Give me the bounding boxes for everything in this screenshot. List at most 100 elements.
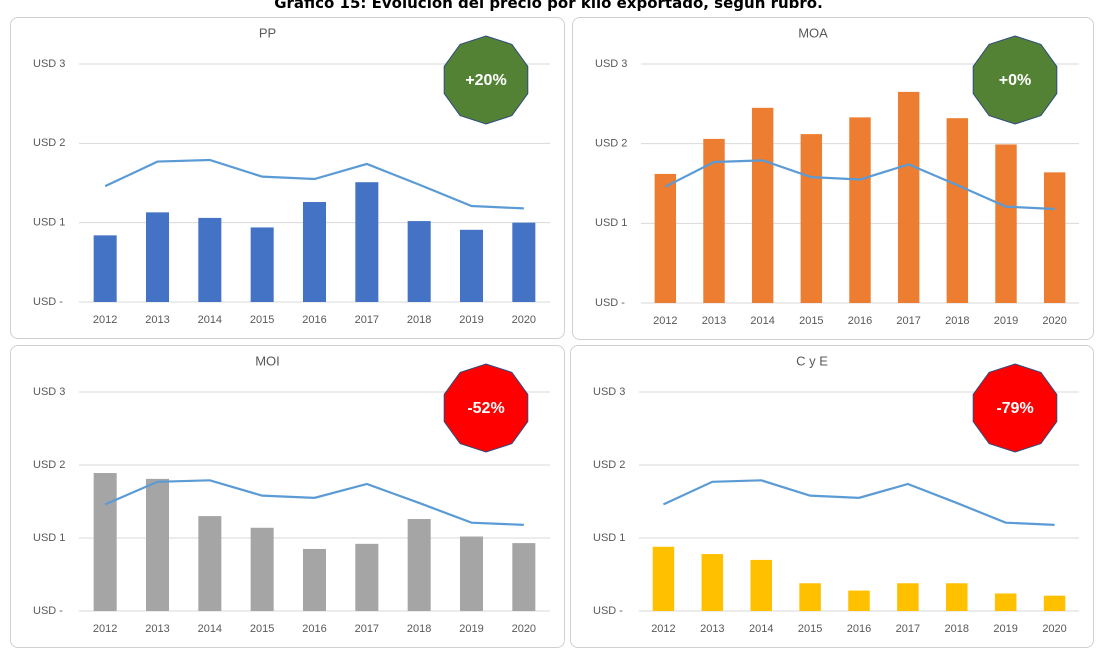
bar [946, 583, 968, 611]
x-tick-label: 2016 [302, 314, 326, 326]
x-tick-label: 2020 [1042, 623, 1066, 635]
bar [849, 117, 871, 303]
bar [459, 229, 484, 302]
bar [1043, 595, 1066, 611]
x-tick-label: 2013 [700, 623, 724, 635]
x-tick-label: 2015 [250, 623, 274, 635]
y-tick-label: USD 1 [33, 532, 65, 544]
y-tick-label: USD - [595, 297, 625, 309]
page-title: Gráfico 15: Evolución del precio por kil… [274, 0, 823, 12]
x-tick-label: 2019 [459, 314, 483, 326]
bar [93, 235, 117, 302]
x-tick-label: 2013 [702, 315, 726, 327]
bar [652, 546, 675, 611]
badge-text: +0% [999, 72, 1031, 89]
bar [407, 519, 431, 611]
line [662, 479, 1055, 526]
x-tick-label: 2016 [847, 623, 871, 635]
chart: C y E USD - USD 1 USD 2 USD 3 2012 2013 2014 201… [593, 353, 1079, 635]
bar [198, 217, 222, 302]
y-tick-label: USD 2 [33, 137, 65, 149]
bar [994, 593, 1017, 611]
x-tick-label: 2012 [653, 315, 677, 327]
chart-title: MOA [798, 25, 828, 40]
bar [995, 144, 1017, 303]
chart: MOI USD - USD 1 USD 2 USD 3 2012 2013 2014 2015 2… [33, 353, 550, 635]
bar [459, 536, 484, 611]
x-tick-label: 2014 [750, 315, 774, 327]
x-tick-label: 2017 [355, 314, 379, 326]
chart: MOA USD - USD 1 USD 2 USD 3 2012 2013 2014 2015 2… [595, 25, 1079, 327]
chart-panel: PP USD - USD 1 USD 2 USD 3 2012 2013 2014 2015 20… [10, 17, 565, 339]
bar [302, 202, 327, 302]
chart-title: C y E [796, 353, 828, 368]
x-tick-label: 2018 [945, 623, 969, 635]
x-tick-label: 2014 [749, 623, 773, 635]
bar [1043, 172, 1066, 303]
chart-panel: MOA USD - USD 1 USD 2 USD 3 2012 2013 2014 2015 2… [572, 17, 1094, 340]
x-tick-label: 2020 [512, 623, 536, 635]
x-tick-label: 2020 [512, 314, 536, 326]
x-tick-label: 2018 [407, 314, 431, 326]
y-tick-label: USD 1 [595, 217, 627, 229]
bar [750, 559, 772, 611]
line [104, 158, 524, 210]
x-tick-label: 2013 [145, 314, 169, 326]
bar [512, 543, 536, 611]
bar [897, 583, 919, 611]
x-tick-label: 2018 [407, 623, 431, 635]
bar [703, 138, 725, 303]
bar [751, 107, 774, 303]
bar [302, 548, 327, 611]
x-tick-label: 2017 [896, 315, 920, 327]
bar [800, 134, 823, 303]
y-tick-label: USD - [33, 605, 63, 617]
bar [946, 118, 969, 303]
x-tick-label: 2012 [651, 623, 675, 635]
x-tick-label: 2016 [302, 623, 326, 635]
x-tick-label: 2018 [945, 315, 969, 327]
y-tick-label: USD 2 [33, 459, 65, 471]
line [104, 479, 524, 526]
bar [198, 516, 222, 611]
bar [250, 227, 274, 302]
bar [145, 478, 170, 611]
x-tick-label: 2019 [994, 315, 1018, 327]
badge-text: +20% [465, 72, 506, 89]
bar [145, 212, 170, 302]
chart-title: MOI [255, 353, 280, 368]
chart-panel: MOI USD - USD 1 USD 2 USD 3 2012 2013 2014 2015 2… [10, 345, 565, 648]
x-tick-label: 2015 [798, 623, 822, 635]
chart-panel: C y E USD - USD 1 USD 2 USD 3 2012 2013 2014 201… [570, 345, 1094, 648]
bar [250, 527, 274, 611]
chart-title: PP [259, 25, 276, 40]
x-tick-label: 2012 [93, 314, 117, 326]
x-tick-label: 2019 [993, 623, 1017, 635]
bar [701, 554, 724, 611]
bar [93, 473, 117, 611]
bar [355, 182, 379, 302]
x-tick-label: 2019 [459, 623, 483, 635]
y-tick-label: USD 2 [595, 138, 627, 150]
y-tick-label: USD 3 [595, 58, 627, 70]
x-tick-label: 2015 [250, 314, 274, 326]
y-tick-label: USD 3 [33, 386, 65, 398]
y-tick-label: USD - [33, 296, 63, 308]
bar [799, 583, 821, 611]
y-tick-label: USD 1 [593, 532, 625, 544]
badge-text: -79% [996, 400, 1033, 417]
badge [972, 363, 1058, 453]
x-tick-label: 2014 [198, 623, 222, 635]
badge [443, 363, 529, 453]
badge [972, 35, 1058, 125]
x-tick-label: 2020 [1042, 315, 1066, 327]
y-tick-label: USD 3 [593, 386, 625, 398]
bar [848, 590, 870, 611]
y-tick-label: USD - [593, 605, 623, 617]
x-tick-label: 2014 [198, 314, 222, 326]
bar [355, 543, 379, 611]
x-tick-label: 2013 [145, 623, 169, 635]
y-tick-label: USD 2 [593, 459, 625, 471]
x-tick-label: 2017 [355, 623, 379, 635]
